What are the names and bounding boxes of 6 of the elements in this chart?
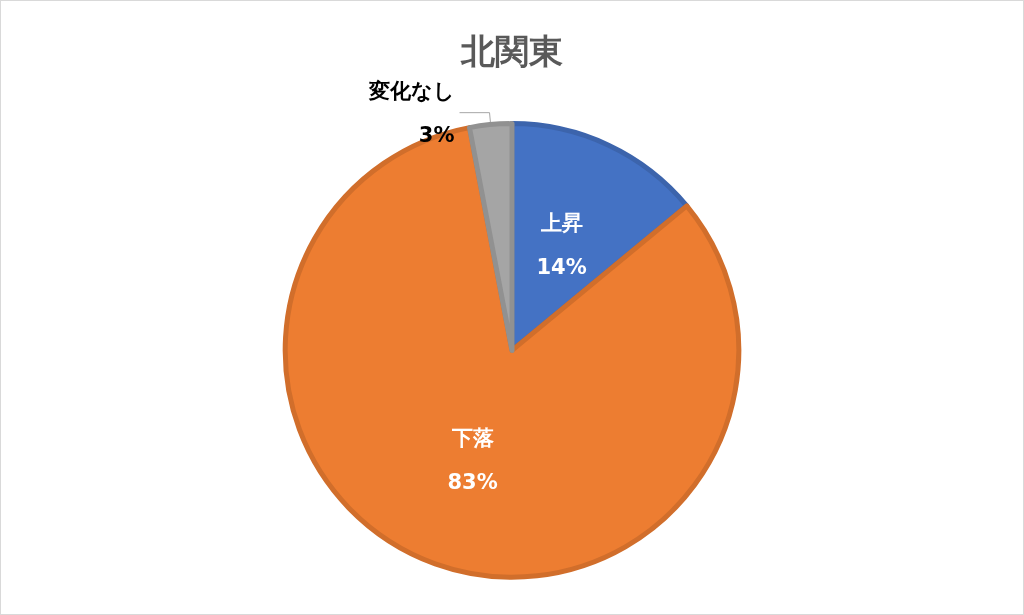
data-label: 83% <box>447 469 498 494</box>
slice-label: 下落 <box>450 425 494 450</box>
data-label: 14% <box>536 255 587 280</box>
chart-title: 北関東 <box>460 31 563 71</box>
slice-label: 上昇 <box>539 211 583 236</box>
slice-label: 変化なし <box>367 78 455 103</box>
